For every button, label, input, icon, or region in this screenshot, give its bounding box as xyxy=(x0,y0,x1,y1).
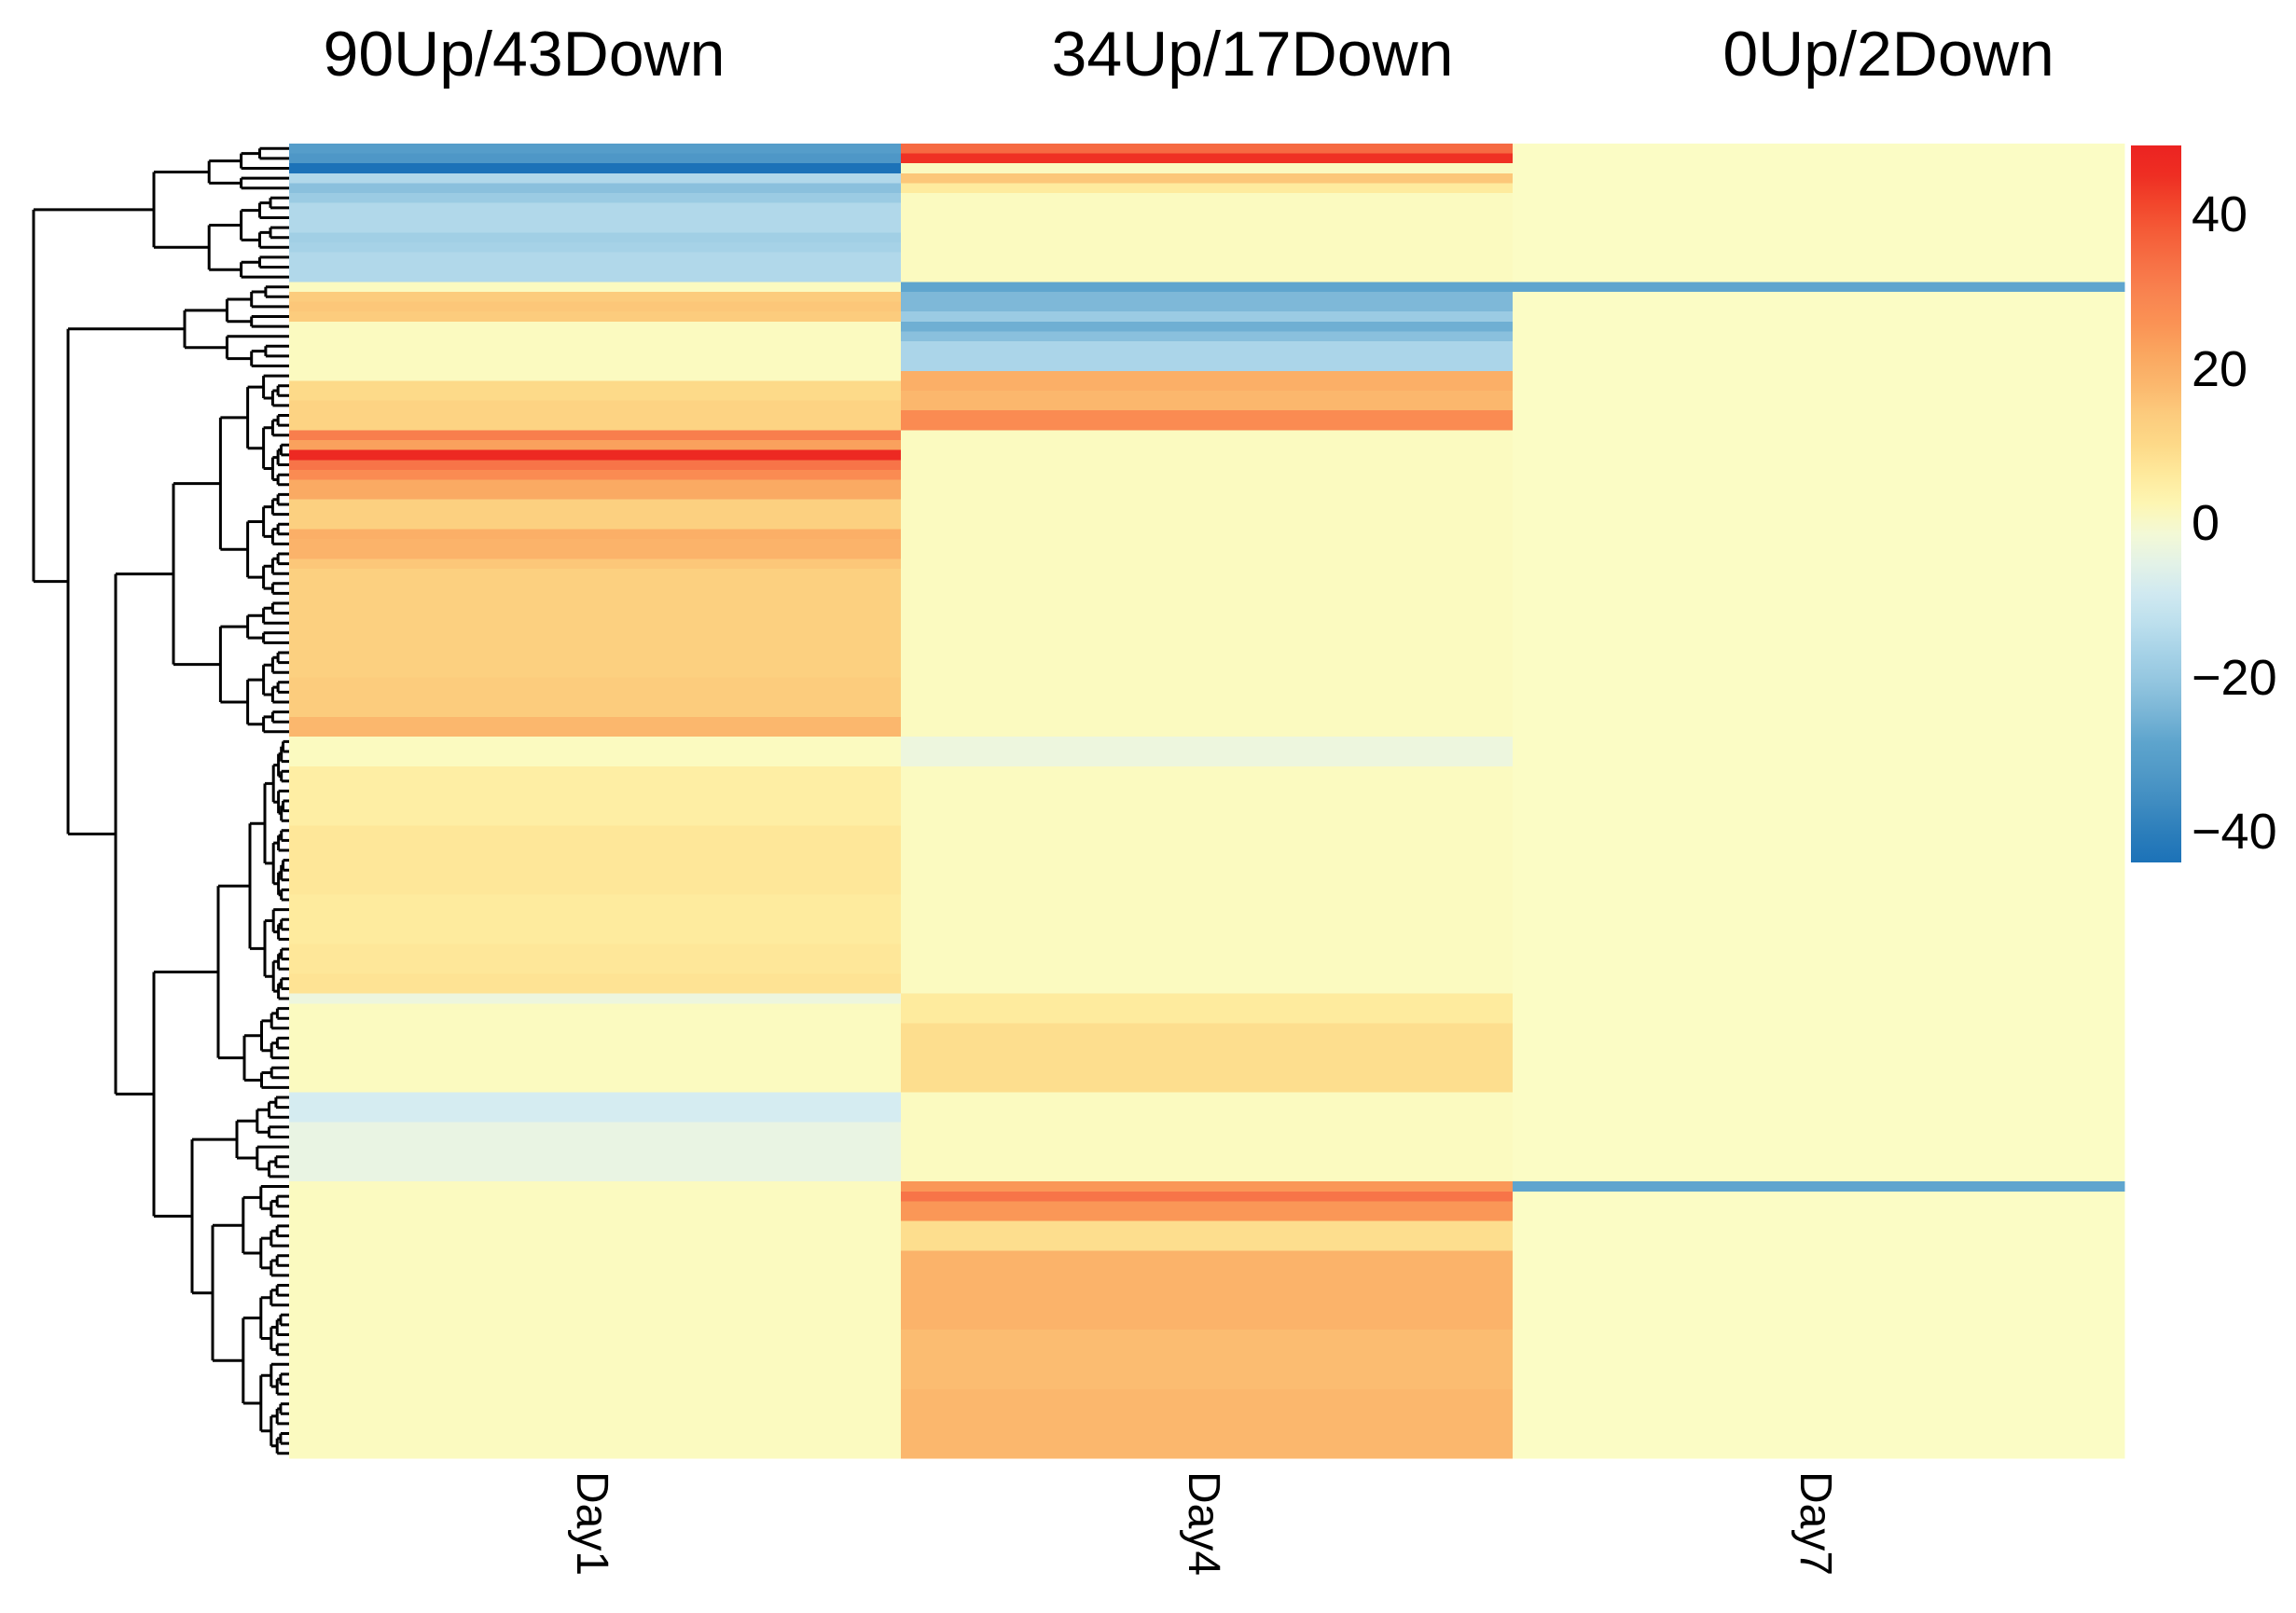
colorbar xyxy=(2131,145,2181,862)
colorbar-tick-label: 40 xyxy=(2192,186,2248,243)
row-dendrogram xyxy=(32,146,289,1455)
x-axis-label-day4: Day4 xyxy=(1179,1471,1228,1577)
colorbar-tick-label: −20 xyxy=(2192,649,2277,706)
colorbar-tick-label: 20 xyxy=(2192,340,2248,397)
heatmap-cells xyxy=(289,144,2125,1459)
column-group-title-day7: 0Up/2Down xyxy=(1722,19,2054,90)
column-group-title-day4: 34Up/17Down xyxy=(1051,19,1454,90)
colorbar-tick-label: 0 xyxy=(2192,495,2220,552)
x-axis-label-day7: Day7 xyxy=(1791,1471,1840,1577)
column-group-title-day1: 90Up/43Down xyxy=(323,19,726,90)
x-axis-label-day1: Day1 xyxy=(567,1471,616,1577)
colorbar-tick-label: −40 xyxy=(2192,803,2277,860)
